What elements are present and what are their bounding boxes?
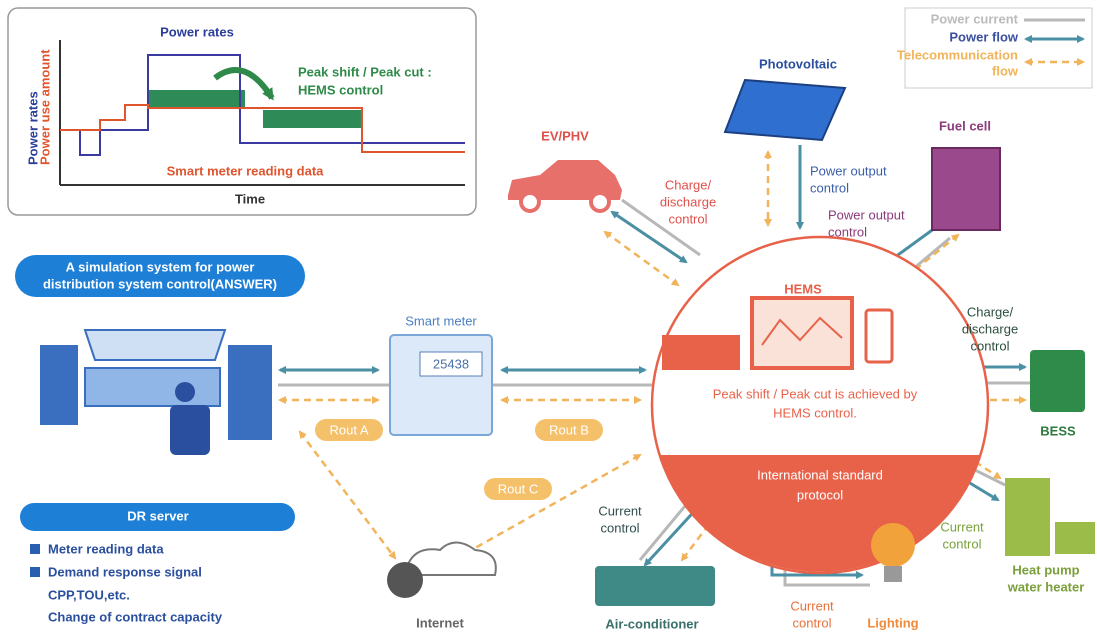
answer-title: A simulation system for power [66, 259, 255, 274]
node-label: BESS [1040, 423, 1076, 438]
light-bulb [871, 523, 915, 567]
control-label: Current [598, 503, 642, 518]
legend-label: Telecommunication [897, 47, 1018, 62]
dr-title: DR server [127, 508, 188, 523]
server-rack [228, 345, 272, 440]
node-label: Heat pump [1012, 562, 1079, 577]
control-label: control [600, 520, 639, 535]
heat-pump-unit [1055, 522, 1095, 554]
control-label: Charge/ [967, 304, 1014, 319]
hems-device [662, 335, 740, 370]
inset-annotation: HEMS control [298, 82, 383, 97]
server-rack [40, 345, 78, 425]
operator-chair [170, 405, 210, 455]
control-label: discharge [660, 194, 716, 209]
protocol-label: protocol [797, 487, 843, 502]
operator [175, 382, 195, 402]
peak-block [148, 90, 245, 108]
dr-item: Meter reading data [48, 541, 164, 556]
hems-note: Peak shift / Peak cut is achieved by [713, 386, 918, 401]
fuel-cell [932, 148, 1000, 230]
series-label: Smart meter reading data [167, 163, 325, 178]
dr-item: Demand response signal [48, 564, 202, 579]
protocol-label: International standard [757, 467, 883, 482]
bullet [30, 567, 40, 577]
ev-wheel [521, 193, 539, 211]
control-label: Current [790, 598, 834, 613]
hems-tablet [866, 310, 892, 362]
globe [387, 562, 423, 598]
hems-note: HEMS control. [773, 405, 857, 420]
solar-panel [725, 80, 845, 140]
control-label: control [970, 338, 1009, 353]
hems-diagram: Power rates Peak shift / Peak cut : HEMS… [0, 0, 1097, 637]
node-label: Smart meter [405, 313, 477, 328]
control-label: Power output [828, 207, 905, 222]
smart-meter [390, 335, 492, 435]
control-label: control [792, 615, 831, 630]
node-label: Photovoltaic [759, 56, 837, 71]
legend-label: Power flow [949, 29, 1019, 44]
x-label: Time [235, 191, 265, 206]
legend-label: Power current [931, 11, 1019, 26]
node-label: Fuel cell [939, 118, 991, 133]
meter-reading: 25438 [433, 356, 469, 371]
answer-title: distribution system control(ANSWER) [43, 276, 277, 291]
telecom-flow [605, 232, 678, 285]
shift-block [263, 110, 363, 128]
air-conditioner [595, 566, 715, 606]
node-label: Internet [416, 615, 464, 630]
control-label: control [668, 211, 707, 226]
inset-annotation: Peak shift / Peak cut : [298, 64, 432, 79]
ev-wheel [591, 193, 609, 211]
route-label: Rout A [329, 422, 368, 437]
node-label: Lighting [867, 615, 918, 630]
control-label: Charge/ [665, 177, 712, 192]
control-label: Current [940, 519, 984, 534]
telecom-flow [300, 432, 395, 558]
hems-label: HEMS [784, 281, 822, 296]
control-label: control [942, 536, 981, 551]
screen-wall [85, 330, 225, 360]
light-base [884, 566, 902, 582]
legend-label: flow [992, 63, 1019, 78]
dr-detail: Change of contract capacity [48, 609, 223, 624]
bullet [30, 544, 40, 554]
bess-box [1030, 350, 1085, 412]
route-label: Rout C [498, 481, 538, 496]
node-label: EV/PHV [541, 128, 589, 143]
node-label: water heater [1007, 579, 1085, 594]
inset-box [8, 8, 476, 215]
route-label: Rout B [549, 422, 589, 437]
heat-pump-tank [1005, 478, 1050, 556]
y-label: Power use amount [37, 49, 52, 165]
control-label: control [810, 180, 849, 195]
monitor-desk [85, 368, 220, 406]
power-current [640, 500, 690, 560]
control-label: Power output [810, 163, 887, 178]
inset-title: Power rates [160, 24, 234, 39]
node-label: Air-conditioner [605, 616, 698, 631]
dr-detail: CPP,TOU,etc. [48, 587, 130, 602]
control-label: discharge [962, 321, 1018, 336]
control-label: control [828, 224, 867, 239]
